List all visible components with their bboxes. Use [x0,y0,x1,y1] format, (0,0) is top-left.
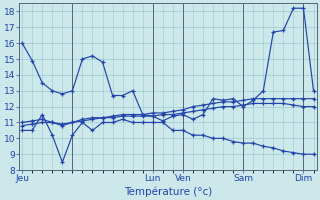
X-axis label: Température (°c): Température (°c) [124,186,212,197]
